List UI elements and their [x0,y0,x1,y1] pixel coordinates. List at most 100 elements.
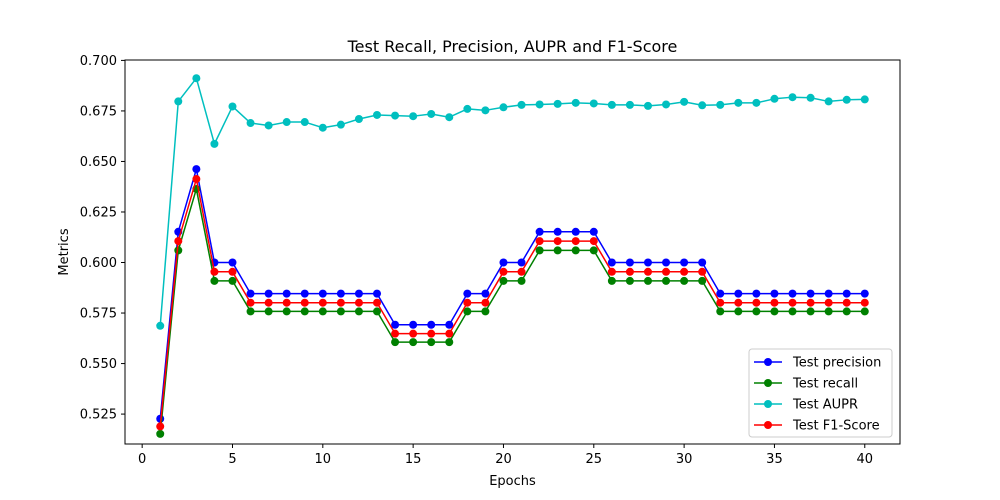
x-tick-label: 0 [138,452,146,467]
data-point-test-f1-score [427,329,436,338]
data-point-test-f1-score [264,298,273,307]
series-test-f1-score [156,175,869,431]
y-tick-label: 0.675 [80,104,117,119]
data-point-test-aupr [698,101,707,110]
chart-title: Test Recall, Precision, AUPR and F1-Scor… [347,37,678,56]
data-point-test-recall [607,276,616,285]
data-point-test-precision [607,258,616,267]
data-point-test-aupr [680,97,689,106]
y-tick-label: 0.575 [80,307,117,322]
data-point-test-precision [391,320,400,329]
data-point-test-recall [517,276,526,285]
data-point-test-f1-score [210,267,219,276]
data-point-test-aupr [354,115,363,124]
data-point-test-f1-score [228,267,237,276]
data-point-test-aupr [463,104,472,113]
series-line-test-f1-score [159,178,865,427]
data-point-test-precision [517,258,526,267]
data-point-test-aupr [643,101,652,110]
data-point-test-aupr [571,98,580,107]
x-tick-label: 15 [405,452,422,467]
data-point-test-f1-score [860,298,869,307]
data-point-test-f1-score [788,298,797,307]
legend-swatch-marker [764,421,772,429]
series-line-test-precision [159,168,865,419]
data-point-test-f1-score [318,298,327,307]
data-point-test-precision [300,289,309,298]
data-point-test-recall [228,276,237,285]
data-point-test-precision [499,258,508,267]
data-point-test-aupr [391,111,400,120]
data-point-test-f1-score [373,298,382,307]
data-point-test-f1-score [716,298,725,307]
data-point-test-aupr [445,113,454,122]
data-point-test-aupr [409,112,418,121]
x-tick-label: 30 [676,452,693,467]
data-point-test-f1-score [806,298,815,307]
data-point-test-recall [788,307,797,316]
series-test-recall [156,184,869,438]
data-point-test-recall [589,246,598,255]
data-point-test-f1-score [734,298,743,307]
data-point-test-precision [625,258,634,267]
legend-item-test-precision: Test precision [754,356,881,371]
data-point-test-recall [824,307,833,316]
x-tick-label: 5 [228,452,236,467]
data-point-test-recall [680,276,689,285]
data-point-test-aupr [228,102,237,111]
x-axis-title: Epochs [489,474,536,489]
y-tick-label: 0.550 [80,357,117,372]
series-test-aupr [156,74,869,330]
data-point-test-aupr [625,100,634,109]
y-axis-title: Metrics [57,228,72,275]
data-point-test-recall [499,276,508,285]
data-point-test-aupr [246,119,255,128]
y-tick-label: 0.625 [80,205,117,220]
data-point-test-recall [734,307,743,316]
data-point-test-precision [481,289,490,298]
data-point-test-precision [318,289,327,298]
data-point-test-f1-score [589,237,598,246]
data-point-test-recall [643,276,652,285]
data-point-test-recall [716,307,725,316]
data-point-test-aupr [156,321,165,330]
data-point-test-precision [427,320,436,329]
legend-box [748,348,893,438]
data-point-test-aupr [589,99,598,108]
series-layer [156,74,869,438]
data-point-test-f1-score [571,237,580,246]
data-point-test-aupr [752,98,761,107]
data-point-test-precision [282,289,291,298]
data-point-test-f1-score [445,329,454,338]
data-point-test-precision [824,289,833,298]
data-point-test-aupr [481,106,490,115]
legend-item-test-aupr: Test AUPR [754,398,858,413]
data-point-test-recall [463,307,472,316]
data-point-test-recall [354,307,363,316]
data-point-test-aupr [662,100,671,109]
data-point-test-recall [806,307,815,316]
data-point-test-aupr [499,103,508,112]
data-point-test-precision [535,227,544,236]
data-point-test-precision [246,289,255,298]
x-axis: 0 5 10 15 20 25 30 35 40 [138,444,873,467]
data-point-test-recall [409,338,418,347]
data-point-test-recall [156,429,165,438]
data-point-test-aupr [300,118,309,127]
series-line-test-aupr [159,77,865,326]
legend-item-test-f1-score: Test F1-Score [754,419,880,434]
data-point-test-recall [481,307,490,316]
data-point-test-precision [463,289,472,298]
legend: Test precision Test recall Test AUPR Test F… [748,348,893,438]
data-point-test-aupr [860,95,869,104]
plot-frame [124,59,901,445]
data-point-test-f1-score [391,329,400,338]
y-tick-label: 0.600 [80,256,117,271]
data-point-test-recall [174,246,183,255]
data-point-test-aupr [318,123,327,132]
data-point-test-f1-score [354,298,363,307]
data-point-test-recall [373,307,382,316]
data-point-test-recall [318,307,327,316]
y-tick-label: 0.700 [80,54,117,69]
